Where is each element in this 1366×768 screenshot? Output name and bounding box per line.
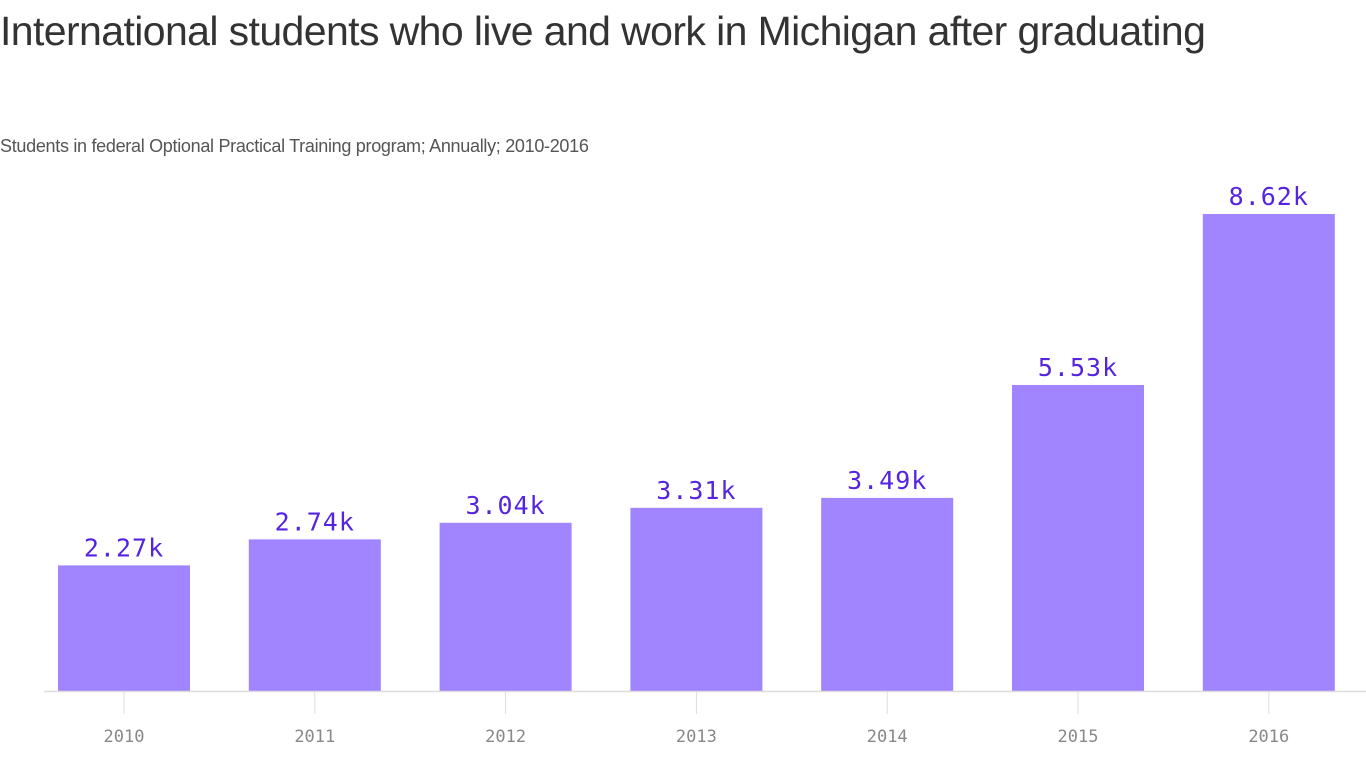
data-label: 2.74k <box>275 507 355 536</box>
data-label: 3.49k <box>847 466 927 495</box>
bar <box>248 539 381 691</box>
bar <box>1202 214 1335 691</box>
data-label: 8.62k <box>1229 182 1309 211</box>
x-tick-label: 2014 <box>867 727 908 747</box>
x-tick-label: 2016 <box>1248 727 1289 747</box>
data-label: 3.31k <box>656 476 736 505</box>
x-tick-label: 2012 <box>485 727 526 747</box>
data-label: 5.53k <box>1038 353 1118 382</box>
bar <box>821 497 954 691</box>
chart-subtitle: Students in federal Optional Practical T… <box>0 136 589 156</box>
x-tick-label: 2015 <box>1058 727 1099 747</box>
bar <box>439 522 572 691</box>
bar <box>1012 384 1144 691</box>
data-label: 2.27k <box>84 533 164 562</box>
bar <box>58 565 190 691</box>
chart-title: International students who live and work… <box>0 8 1206 54</box>
bar <box>630 507 763 691</box>
data-label: 3.04k <box>465 491 545 520</box>
x-tick-label: 2010 <box>104 727 145 747</box>
x-tick-label: 2013 <box>676 727 717 747</box>
x-tick-label: 2011 <box>294 727 335 747</box>
